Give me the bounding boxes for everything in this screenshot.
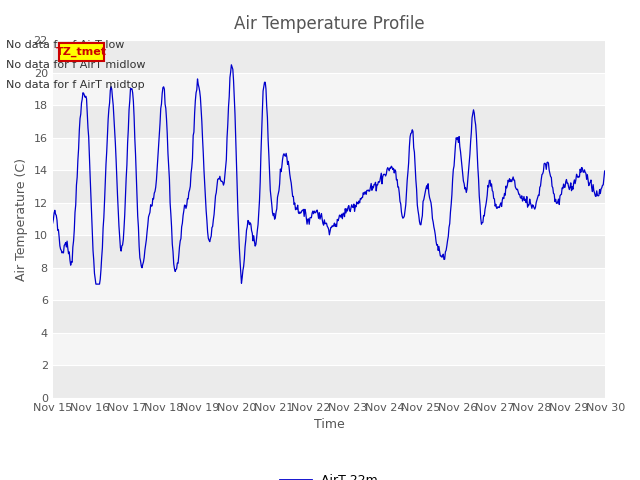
X-axis label: Time: Time [314,419,344,432]
Bar [52,365,605,398]
Bar [52,203,605,235]
Bar [52,333,605,365]
Bar [52,235,605,268]
Bar [52,268,605,300]
Text: TZ_tmet: TZ_tmet [56,47,107,57]
Bar [52,72,605,105]
Text: No data for f AirT midtop: No data for f AirT midtop [6,81,145,90]
Bar [52,138,605,170]
Text: No data for f AirT low: No data for f AirT low [6,40,125,50]
Title: Air Temperature Profile: Air Temperature Profile [234,15,424,33]
Y-axis label: Air Temperature (C): Air Temperature (C) [15,157,28,280]
Text: No data for f AirT midlow: No data for f AirT midlow [6,60,146,70]
Bar [52,300,605,333]
Bar [52,105,605,138]
Bar [52,40,605,72]
Bar [52,170,605,203]
Legend: AirT 22m: AirT 22m [275,469,383,480]
